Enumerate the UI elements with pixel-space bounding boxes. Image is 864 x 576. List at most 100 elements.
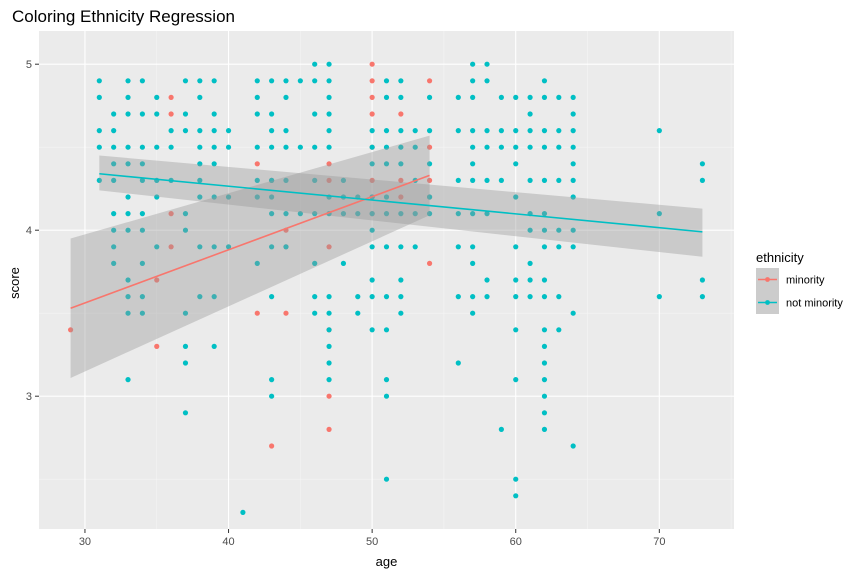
data-point	[125, 194, 131, 200]
data-point	[484, 294, 490, 300]
data-point	[254, 78, 260, 84]
data-point	[398, 277, 404, 283]
data-point	[556, 177, 562, 183]
data-point	[312, 260, 318, 266]
data-point	[369, 128, 375, 134]
data-point	[182, 310, 189, 316]
data-point	[168, 211, 174, 217]
data-point	[168, 244, 174, 250]
data-point	[398, 94, 404, 100]
y-tick-label: 5	[26, 59, 32, 71]
data-point	[254, 260, 260, 266]
data-point	[211, 128, 217, 134]
data-point	[355, 211, 361, 217]
data-point	[527, 277, 533, 283]
x-axis-title: age	[376, 554, 398, 569]
data-point	[527, 294, 533, 300]
data-point	[426, 144, 433, 150]
data-point	[541, 377, 548, 383]
data-point	[254, 161, 260, 167]
data-point	[283, 177, 289, 183]
data-point	[111, 260, 117, 266]
data-point	[455, 94, 461, 100]
regression-line-not-minority	[99, 172, 703, 233]
data-point	[369, 161, 375, 167]
data-point	[197, 128, 203, 134]
data-point	[111, 244, 117, 250]
y-tick-label: 4	[26, 225, 32, 237]
data-point	[369, 244, 375, 250]
data-point	[656, 128, 662, 134]
data-point	[426, 211, 433, 217]
data-point	[139, 161, 145, 167]
data-point	[383, 476, 390, 482]
chart-title: Coloring Ethnicity Regression	[12, 7, 235, 26]
data-point	[398, 211, 404, 217]
data-point	[498, 426, 504, 432]
data-point	[398, 294, 404, 300]
data-point	[168, 111, 174, 117]
data-point	[398, 161, 404, 167]
data-point	[297, 78, 303, 84]
data-point	[211, 343, 217, 349]
data-point	[570, 128, 576, 134]
data-point	[225, 244, 232, 250]
data-point	[197, 94, 203, 100]
y-tick-label: 3	[26, 391, 32, 403]
x-tick-label: 70	[653, 536, 665, 548]
x-tick-label: 60	[510, 536, 522, 548]
data-point	[283, 211, 289, 217]
data-point	[570, 144, 576, 150]
data-point	[541, 211, 548, 217]
data-point	[656, 294, 662, 300]
data-point	[312, 78, 318, 84]
data-point	[326, 294, 332, 300]
data-point	[125, 227, 131, 233]
data-point	[412, 211, 418, 217]
data-point	[383, 244, 390, 250]
data-point	[556, 144, 562, 150]
data-point	[498, 177, 504, 183]
data-point	[470, 128, 476, 134]
data-point	[254, 144, 260, 150]
data-point	[326, 78, 332, 84]
data-point	[111, 111, 117, 117]
data-point	[312, 144, 318, 150]
data-point	[383, 194, 390, 200]
data-point	[326, 128, 332, 134]
data-point	[383, 327, 390, 333]
data-point	[541, 393, 548, 399]
data-point	[383, 94, 390, 100]
data-point	[125, 111, 131, 117]
legend-label-minority: minority	[786, 275, 825, 287]
data-point	[383, 144, 390, 150]
data-point	[96, 177, 102, 183]
data-point	[556, 227, 562, 233]
data-point	[426, 94, 433, 100]
data-point	[312, 177, 318, 183]
data-point	[513, 244, 519, 250]
data-point	[225, 144, 232, 150]
data-point	[211, 78, 217, 84]
data-point	[498, 144, 504, 150]
data-point	[326, 360, 332, 366]
data-point	[312, 211, 318, 217]
data-point	[326, 393, 332, 399]
data-point	[369, 327, 375, 333]
data-point	[139, 111, 145, 117]
data-point	[139, 78, 145, 84]
data-point	[254, 111, 260, 117]
data-point	[513, 161, 519, 167]
data-point	[326, 426, 332, 432]
data-point	[556, 94, 562, 100]
data-point	[369, 177, 375, 183]
data-point	[225, 194, 232, 200]
data-point	[383, 211, 390, 217]
data-point	[283, 78, 289, 84]
data-point	[197, 244, 203, 250]
data-point	[570, 443, 576, 449]
data-point	[312, 111, 318, 117]
data-point	[541, 327, 548, 333]
data-point	[139, 310, 145, 316]
